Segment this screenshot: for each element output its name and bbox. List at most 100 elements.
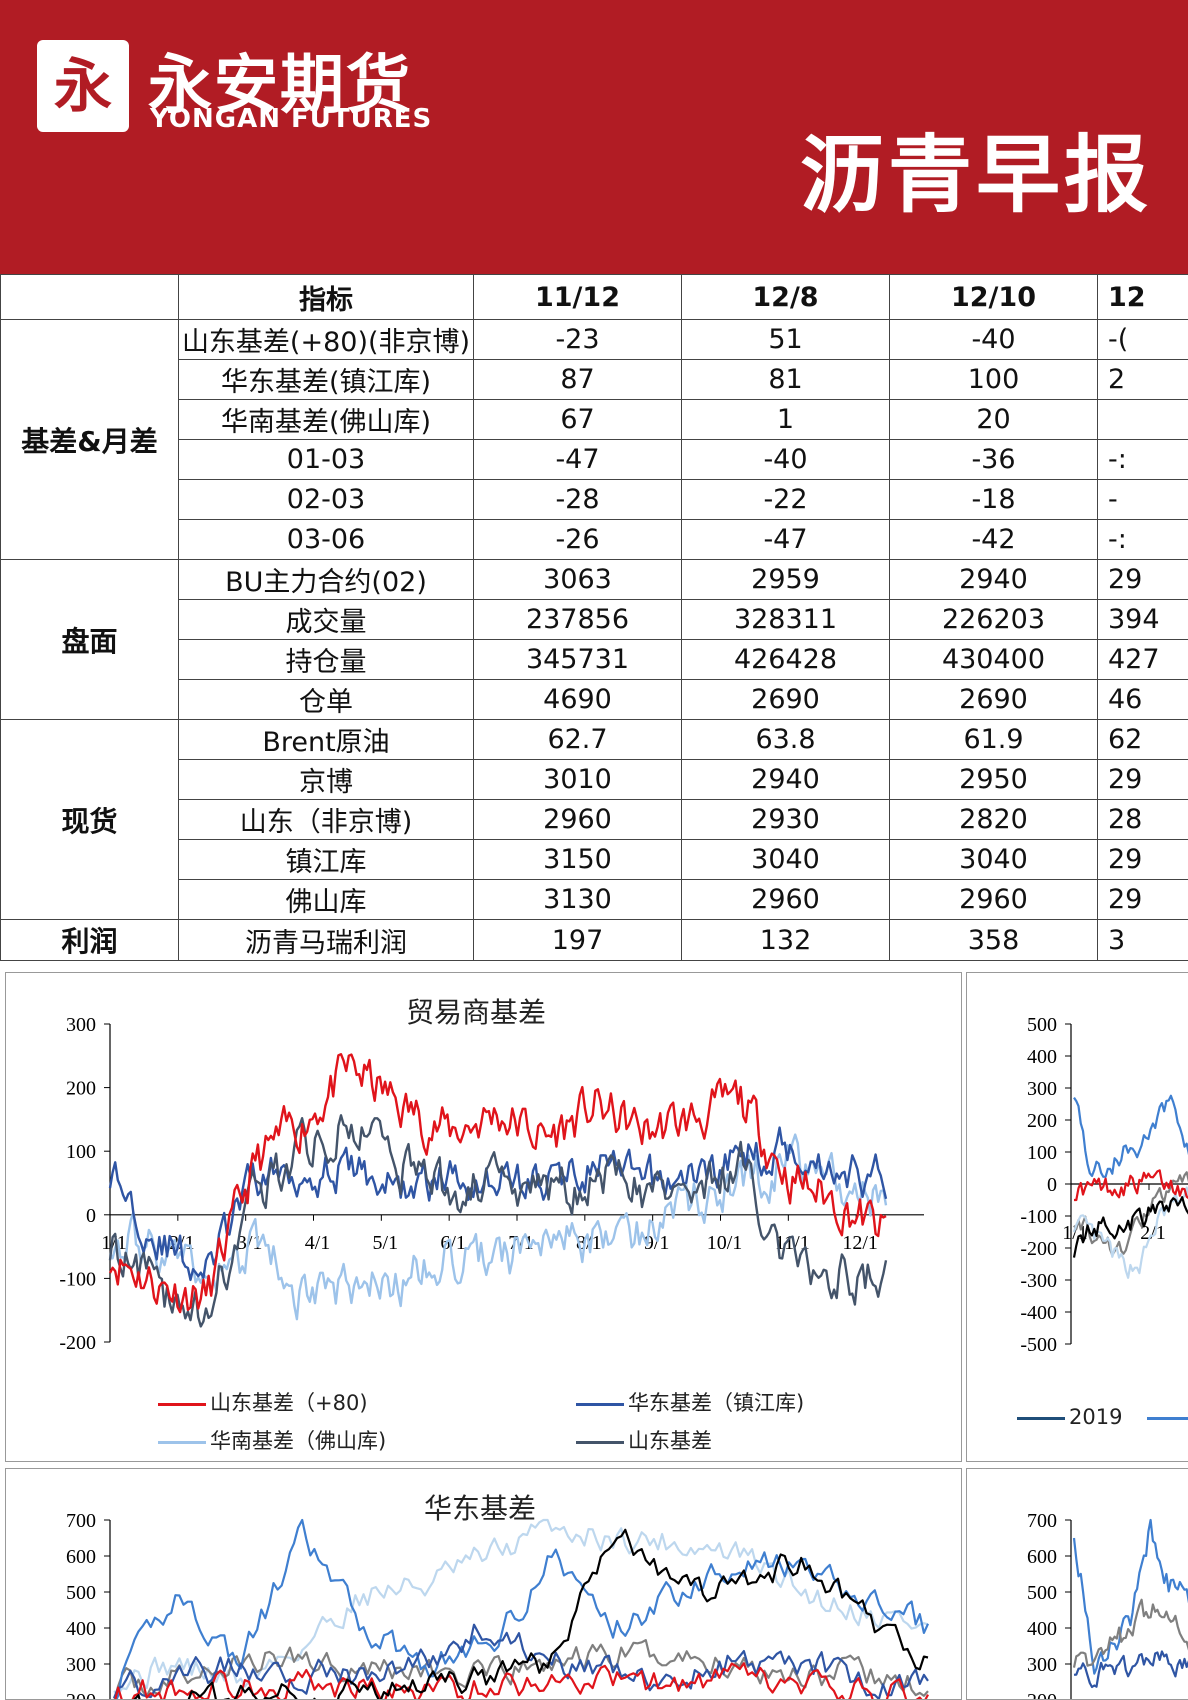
row-label: 仓单	[179, 680, 474, 720]
legend-label: 华东基差（镇江库)	[628, 1391, 804, 1415]
table-cell: 3130	[474, 880, 682, 920]
y-tick-label: 500	[1027, 1582, 1057, 1604]
row-label: 京博	[179, 760, 474, 800]
table-cell: -22	[682, 480, 890, 520]
table-cell: -	[1098, 480, 1188, 520]
table-cell: 29	[1098, 880, 1188, 920]
row-label: Brent原油	[179, 720, 474, 760]
legend-item: 华东基差（镇江库)	[576, 1387, 804, 1417]
y-tick-label: 400	[1027, 1046, 1057, 1068]
legend-label: 山东基差	[628, 1429, 712, 1453]
table-cell: 2690	[682, 680, 890, 720]
table-cell: 426428	[682, 640, 890, 680]
table-cell: -(	[1098, 320, 1188, 360]
row-label: 03-06	[179, 520, 474, 560]
table-cell	[1098, 400, 1188, 440]
table-cell: 3150	[474, 840, 682, 880]
legend-label: 2019	[1069, 1405, 1122, 1429]
y-tick-label: 200	[1027, 1110, 1057, 1132]
row-label: 成交量	[179, 600, 474, 640]
table-cell: -42	[890, 520, 1098, 560]
table-cell: -23	[474, 320, 682, 360]
series-line	[1074, 1520, 1188, 1674]
row-label: 佛山库	[179, 880, 474, 920]
legend-item: 山东基差（+80)	[158, 1387, 368, 1417]
x-tick-label: 10/1	[707, 1232, 743, 1254]
row-label: 华东基差(镇江库)	[179, 360, 474, 400]
table-cell: 87	[474, 360, 682, 400]
indicator-table-viewport: 指标 11/12 12/8 12/10 12 基差&月差山东基差(+80)(非京…	[0, 274, 1188, 968]
y-tick-label: -200	[1020, 1238, 1057, 1260]
table-cell: 20	[890, 400, 1098, 440]
table-cell: -18	[890, 480, 1098, 520]
table-cell: -26	[474, 520, 682, 560]
y-tick-label: 600	[1027, 1546, 1057, 1568]
y-tick-label: -100	[59, 1268, 96, 1290]
y-tick-label: 300	[1027, 1654, 1057, 1676]
table-cell: 2960	[682, 880, 890, 920]
legend-swatch	[576, 1403, 624, 1406]
y-tick-label: 300	[66, 1014, 96, 1036]
y-tick-label: 700	[1027, 1510, 1057, 1532]
table-cell: 2959	[682, 560, 890, 600]
table-cell: 4690	[474, 680, 682, 720]
table-cell: 328311	[682, 600, 890, 640]
chart-east-china-basis: 华东基差 700600500400300200	[5, 1468, 962, 1700]
table-cell: 394	[1098, 600, 1188, 640]
row-label: 镇江库	[179, 840, 474, 880]
y-tick-label: 100	[1027, 1142, 1057, 1164]
table-row: 02-03-28-22-18-	[1, 480, 1188, 520]
row-label: BU主力合约(02)	[179, 560, 474, 600]
logo-glyph: 永	[37, 40, 129, 132]
table-cell: 345731	[474, 640, 682, 680]
x-tick-label: 5/1	[373, 1232, 399, 1254]
table-cell: 46	[1098, 680, 1188, 720]
header-corner	[1, 275, 179, 320]
y-tick-label: 400	[66, 1618, 96, 1640]
y-tick-label: 200	[1027, 1690, 1057, 1699]
y-tick-label: 200	[66, 1078, 96, 1100]
y-tick-label: 0	[1047, 1174, 1057, 1196]
y-tick-label: 400	[1027, 1618, 1057, 1640]
series-line	[114, 1520, 928, 1699]
x-tick-label: 4/1	[305, 1232, 331, 1254]
y-tick-label: 500	[66, 1582, 96, 1604]
header-date: 12	[1098, 275, 1188, 320]
row-label: 01-03	[179, 440, 474, 480]
table-cell: 430400	[890, 640, 1098, 680]
header-indicator: 指标	[179, 275, 474, 320]
table-cell: -47	[682, 520, 890, 560]
table-cell: 2960	[890, 880, 1098, 920]
table-cell: 3040	[682, 840, 890, 880]
legend-label: 华南基差（佛山库)	[210, 1429, 386, 1453]
y-tick-label: 100	[66, 1141, 96, 1163]
table-cell: -:	[1098, 520, 1188, 560]
yongan-logo: 永	[37, 40, 129, 132]
table-cell: 2960	[474, 800, 682, 840]
chart-basis-yearly-2-plot: 700 600 500 400 300 200	[967, 1469, 1188, 1699]
table-cell: 226203	[890, 600, 1098, 640]
table-cell: -:	[1098, 440, 1188, 480]
table-row: 03-06-26-47-42-:	[1, 520, 1188, 560]
table-cell: 237856	[474, 600, 682, 640]
y-tick-label: 300	[1027, 1078, 1057, 1100]
table-cell: 2690	[890, 680, 1098, 720]
series-line	[114, 1640, 928, 1699]
row-group-label: 盘面	[1, 560, 179, 720]
table-cell: 2940	[682, 760, 890, 800]
y-tick-label: 700	[66, 1510, 96, 1532]
row-label: 持仓量	[179, 640, 474, 680]
row-label: 02-03	[179, 480, 474, 520]
report-header: 永 永安期货 YONGAN FUTURES 沥青早报	[0, 0, 1188, 274]
table-cell: 427	[1098, 640, 1188, 680]
